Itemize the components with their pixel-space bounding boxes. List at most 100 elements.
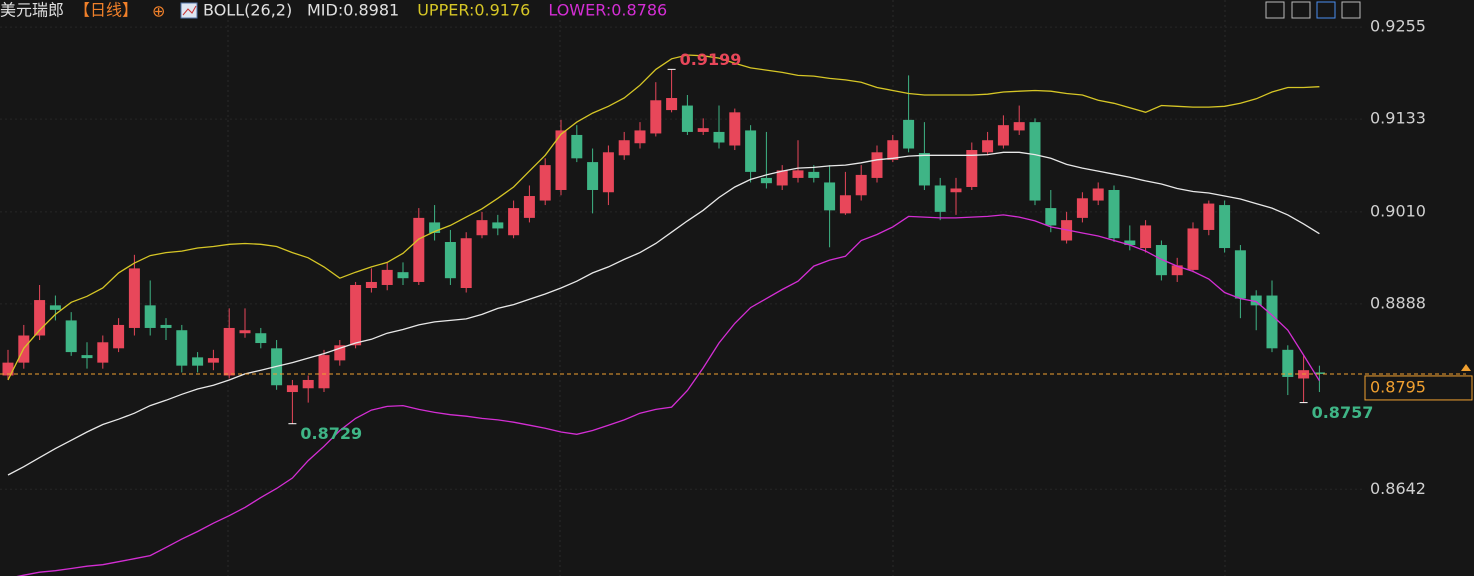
candle-body: [365, 281, 377, 288]
candle-body: [81, 355, 93, 359]
candle-body: [760, 177, 772, 184]
legend-entry: LOWER:0.8786: [548, 1, 667, 20]
candle-body: [429, 222, 441, 233]
y-tick-label: 0.8642: [1370, 479, 1426, 498]
annotation: 0.8729: [300, 424, 362, 443]
candle-body: [539, 165, 551, 201]
candle-body: [97, 342, 109, 363]
candle-body: [587, 162, 599, 190]
candle-body: [492, 222, 504, 229]
tool-button[interactable]: [1265, 1, 1285, 19]
candle-body: [1282, 349, 1294, 377]
candle-body: [239, 330, 251, 334]
vertical-grid: [227, 0, 1226, 576]
candle-body: [650, 100, 662, 134]
candle-body: [523, 196, 535, 218]
indicator: BOLL(26,2): [203, 1, 292, 20]
candle-body: [887, 140, 899, 160]
tool-button[interactable]: [1316, 1, 1336, 19]
candle-body: [350, 284, 362, 346]
toolbar: [1265, 1, 1361, 19]
candle-body: [966, 150, 978, 187]
candle-body: [824, 182, 836, 211]
y-tick-label: 0.8888: [1370, 293, 1426, 312]
candle-body: [934, 185, 946, 212]
candle-body: [871, 152, 883, 178]
candle-body: [1124, 240, 1136, 246]
candle-body: [207, 358, 219, 363]
candle-body: [571, 134, 583, 159]
candle-body: [49, 305, 61, 310]
last-price-arrow: [1461, 363, 1471, 371]
tool-button[interactable]: [1341, 1, 1361, 19]
candle-body: [1234, 250, 1246, 299]
candle-body: [113, 324, 125, 349]
y-tick-label: 0.9133: [1370, 109, 1426, 128]
candle-body: [255, 333, 267, 344]
last-price-box: [1364, 375, 1473, 401]
tool-button[interactable]: [1291, 1, 1311, 19]
legend: MID:0.8981 UPPER:0.9176 LOWER:0.8786: [307, 1, 667, 20]
candle-body: [1013, 122, 1025, 131]
band-line: [7, 54, 1320, 381]
candle-body: [34, 300, 46, 336]
candle-body: [476, 220, 488, 236]
candle-body: [666, 98, 678, 111]
candle-body: [1171, 265, 1183, 276]
candle-body: [302, 379, 314, 389]
indicator-icon-line: [182, 5, 197, 16]
band-line: [16, 214, 1320, 576]
candle-body: [1203, 203, 1215, 230]
candle-body: [634, 130, 646, 144]
candle-body: [508, 208, 520, 236]
icon[interactable]: ⊕: [152, 2, 165, 21]
candle-body: [1250, 295, 1262, 306]
candle-body: [2, 362, 14, 376]
candle-body: [65, 320, 77, 353]
candle-body: [776, 170, 788, 186]
candle-body: [192, 357, 204, 366]
candle-body: [1140, 225, 1152, 249]
candle-body: [808, 171, 820, 178]
candle-body: [1187, 228, 1199, 270]
candle-body: [397, 272, 409, 279]
candle-body: [318, 355, 330, 389]
last-price-label: 0.8795: [1370, 377, 1426, 396]
band-line: [7, 151, 1320, 476]
candle-body: [950, 188, 962, 193]
candle-body: [618, 140, 630, 156]
candle-body: [334, 345, 346, 361]
candle-body: [555, 130, 567, 190]
candle-body: [1092, 188, 1104, 201]
candle-body: [918, 153, 930, 186]
candle-body: [839, 195, 851, 214]
annotation: 0.8757: [1312, 403, 1374, 422]
plot-area: [2, 54, 1325, 576]
candle-body: [1045, 208, 1057, 226]
candle-body: [697, 128, 709, 132]
candle-body: [1313, 372, 1325, 374]
legend-entry: MID:0.8981: [307, 1, 399, 20]
candle-body: [1266, 295, 1278, 349]
chart-title: 美元瑞郎: [0, 1, 64, 20]
overlay: 0.9255 0.9133 0.9010 0.8888 0.8642 0.9199 0.87…: [0, 17, 1473, 498]
y-tick-label: 0.9010: [1370, 201, 1426, 220]
candle-body: [903, 119, 915, 149]
candle-body: [713, 131, 725, 143]
grid: [0, 26, 1362, 490]
y-tick-label: 0.9255: [1370, 17, 1426, 36]
annotation: 0.9199: [680, 50, 742, 69]
candle-body: [792, 170, 804, 178]
candle-body: [1076, 198, 1088, 218]
candle-body: [176, 330, 188, 366]
candle-body: [160, 324, 172, 328]
candle-body: [128, 268, 140, 328]
candle-body: [1029, 122, 1041, 201]
candle-body: [1219, 205, 1231, 249]
candle-body: [223, 327, 235, 376]
candle-body: [982, 140, 994, 153]
candle-body: [381, 269, 393, 285]
candle-body: [444, 242, 456, 279]
candle-body: [413, 217, 425, 282]
